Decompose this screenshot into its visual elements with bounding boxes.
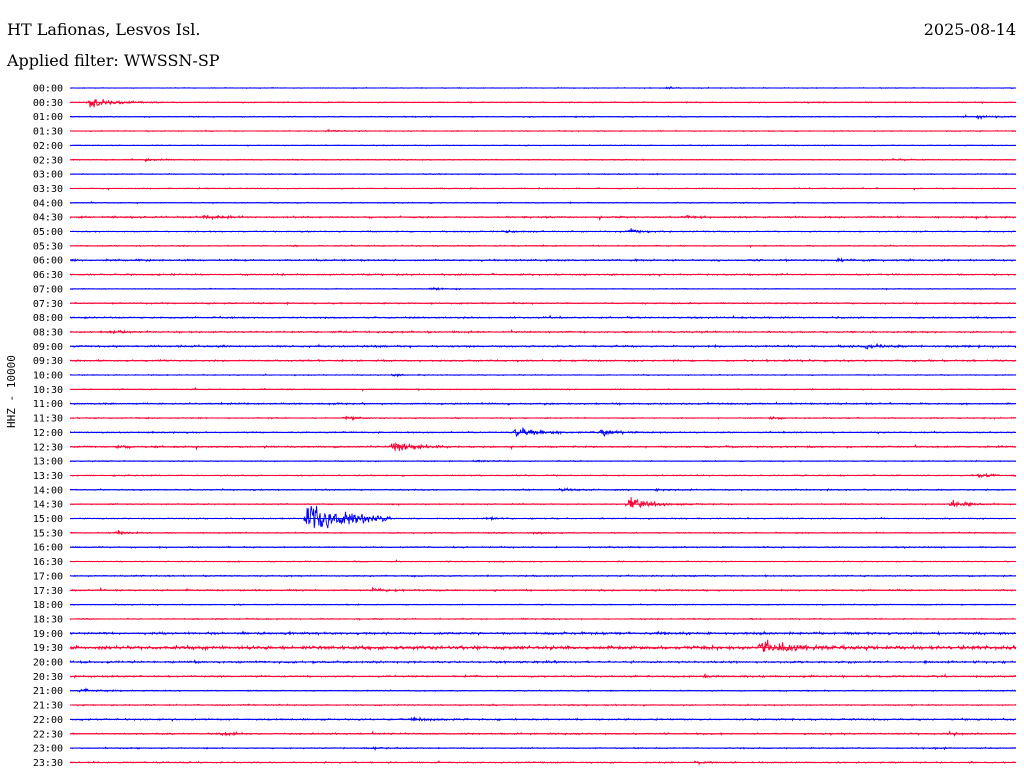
row-label: 12:30 xyxy=(33,442,63,453)
row-label: 04:30 xyxy=(33,213,63,224)
row-label: 05:00 xyxy=(33,227,63,238)
row-label: 09:30 xyxy=(33,356,63,367)
row-label: 07:30 xyxy=(33,299,63,310)
row-label: 02:00 xyxy=(33,141,63,152)
row-label: 00:00 xyxy=(33,84,63,95)
row-label: 11:30 xyxy=(33,414,63,425)
row-label: 22:00 xyxy=(33,715,63,726)
row-label: 01:30 xyxy=(33,127,63,138)
row-label: 08:30 xyxy=(33,327,63,338)
trace-row-1200 xyxy=(69,427,1017,438)
row-label: 16:30 xyxy=(33,557,63,568)
row-label: 14:30 xyxy=(33,500,63,511)
trace-row-0900 xyxy=(69,342,1017,350)
row-label: 11:00 xyxy=(33,399,63,410)
row-label: 13:30 xyxy=(33,471,63,482)
row-label: 10:30 xyxy=(33,385,63,396)
row-label: 08:00 xyxy=(33,313,63,324)
trace-row-1930 xyxy=(69,639,1017,652)
row-label: 19:30 xyxy=(33,643,63,654)
row-label: 18:30 xyxy=(33,614,63,625)
row-label: 23:30 xyxy=(33,758,63,769)
row-label: 19:00 xyxy=(33,629,63,640)
row-label: 17:30 xyxy=(33,586,63,597)
date-label: 2025-08-14 xyxy=(923,20,1016,39)
row-label: 05:30 xyxy=(33,241,63,252)
row-label: 03:30 xyxy=(33,184,63,195)
row-label: 17:00 xyxy=(33,571,63,582)
row-label: 04:00 xyxy=(33,198,63,209)
trace-row-1430 xyxy=(69,496,1017,509)
row-label: 00:30 xyxy=(33,98,63,109)
row-label: 06:30 xyxy=(33,270,63,281)
row-label: 15:30 xyxy=(33,528,63,539)
seismic-traces xyxy=(69,86,1017,766)
row-label: 02:30 xyxy=(33,155,63,166)
row-label: 15:00 xyxy=(33,514,63,525)
row-label: 14:00 xyxy=(33,485,63,496)
trace-row-0500 xyxy=(69,228,1017,235)
row-label: 21:30 xyxy=(33,701,63,712)
row-label: 03:00 xyxy=(33,170,63,181)
row-label: 09:00 xyxy=(33,342,63,353)
trace-row-1730 xyxy=(69,586,1017,593)
trace-row-0030 xyxy=(69,99,1017,108)
trace-row-1500 xyxy=(69,505,1017,529)
trace-row-1530 xyxy=(69,530,1017,536)
row-label: 06:00 xyxy=(33,256,63,267)
row-label: 13:00 xyxy=(33,457,63,468)
row-label: 01:00 xyxy=(33,112,63,123)
row-label: 22:30 xyxy=(33,729,63,740)
row-label: 12:00 xyxy=(33,428,63,439)
row-label: 16:00 xyxy=(33,543,63,554)
station-title: HT Lafionas, Lesvos Isl. xyxy=(7,20,201,39)
row-label: 20:30 xyxy=(33,672,63,683)
row-label: 10:00 xyxy=(33,371,63,382)
row-label: 18:00 xyxy=(33,600,63,611)
row-label: 21:00 xyxy=(33,686,63,697)
row-label: 07:00 xyxy=(33,284,63,295)
row-label: 23:00 xyxy=(33,744,63,755)
row-label: 20:00 xyxy=(33,658,63,669)
time-tick-labels: 00:00 00:30 01:00 01:30 02:00 02:30 03:00 03:30… xyxy=(33,84,63,769)
filter-label: Applied filter: WWSSN-SP xyxy=(7,51,220,70)
